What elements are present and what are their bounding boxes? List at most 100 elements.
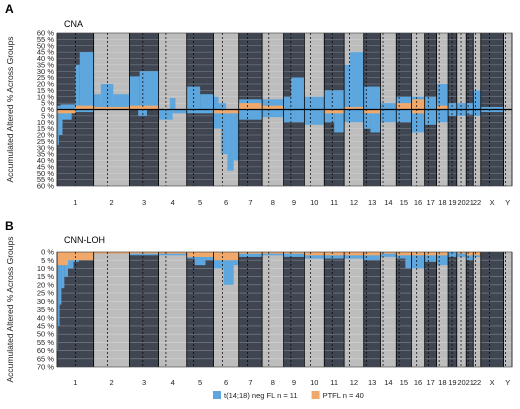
legend-label: PTFL n = 40 [323, 391, 364, 400]
gain-blue-bar [100, 84, 114, 110]
chromosome-band-14 [380, 252, 397, 367]
loh-orange-bar [424, 252, 437, 256]
loh-blue-bar [405, 252, 412, 269]
chromosome-band-5 [186, 252, 214, 367]
chromosome-label: 9 [292, 198, 296, 207]
loss-blue-bar [304, 109, 325, 125]
gain-orange-bar [93, 106, 130, 110]
cna-y-axis-label: Accumulated Altered % Across Groups [5, 37, 15, 183]
chromosome-band-17 [424, 252, 437, 367]
loh-blue-bar [424, 252, 437, 262]
loh-blue-bar [238, 252, 263, 257]
cna-y-tick-label: 60 % [37, 182, 54, 191]
panel-a-label: A [5, 2, 14, 16]
gain-orange-bar [436, 105, 449, 110]
loh-orange-bar [466, 252, 474, 256]
chromosome-label: Y [505, 198, 510, 207]
loh-orange-bar [363, 252, 381, 256]
cna-y-tick-label: 45 % [37, 48, 54, 57]
cna-y-tick-label: 35 % [37, 150, 54, 159]
gain-blue-bar [344, 64, 351, 110]
loss-orange-bar [324, 109, 345, 114]
loss-orange-bar [57, 109, 76, 114]
gain-blue-bar [290, 77, 305, 110]
chromosome-label: 15 [400, 378, 408, 387]
gain-orange-bar [262, 105, 284, 110]
chromosome-band-16 [411, 252, 425, 367]
gain-blue-bar [324, 90, 345, 110]
chromosome-band-X [480, 252, 504, 367]
gain-blue-bar [113, 94, 130, 110]
loh-orange-bar [283, 252, 305, 254]
cna-y-tick-label: 20 % [37, 131, 54, 140]
gain-orange-bar [75, 105, 94, 110]
cna-y-tick-label: 50 % [37, 169, 54, 178]
loh-y-tick-label: 10 % [37, 264, 54, 273]
cna-y-tick-label: 25 % [37, 73, 54, 82]
gain-blue-bar [93, 94, 101, 110]
loh-y-tick-label: 25 % [37, 289, 54, 298]
loss-blue-bar [172, 109, 187, 114]
loh-orange-bar [158, 252, 187, 254]
chromosome-label: X [490, 198, 495, 207]
chromosome-label: 14 [384, 378, 392, 387]
loss-orange-bar [213, 109, 239, 114]
cna-y-tick-label: 55 % [37, 175, 54, 184]
chromosome-label: 12 [350, 378, 358, 387]
loss-blue-bar [436, 109, 449, 123]
loh-orange-bar [262, 252, 284, 254]
loh-y-tick-label: 35 % [37, 305, 54, 314]
loh-orange-bar [129, 252, 159, 254]
cna-y-tick-label: 15 % [37, 86, 54, 95]
loh-orange-bar [324, 252, 345, 256]
loh-blue-bar [223, 252, 234, 285]
panel-a-title: CNA [64, 19, 83, 29]
chromosome-label: 11 [330, 378, 338, 387]
loh-blue-bar [456, 252, 467, 257]
loh-y-tick-label: 50 % [37, 330, 54, 339]
loh-orange-bar [67, 252, 94, 261]
chromosome-label: 19 [448, 198, 456, 207]
gain-blue-bar [79, 52, 94, 110]
loh-blue-bar [57, 252, 59, 351]
loh-blue-bar [194, 252, 206, 266]
loh-blue-bar [61, 252, 65, 289]
chromosome-label: 16 [414, 198, 422, 207]
cna-y-tick-label: 30 % [37, 143, 54, 152]
chromosome-label: 22 [473, 378, 481, 387]
chromosome-label: 1 [73, 198, 77, 207]
gain-orange-bar [238, 103, 263, 110]
loh-orange-bar [93, 252, 130, 254]
chromosome-label: 19 [448, 378, 456, 387]
cna-y-tick-label: 35 % [37, 60, 54, 69]
cna-y-tick-label: 40 % [37, 54, 54, 63]
chromosome-label: 18 [438, 378, 446, 387]
gain-orange-bar [396, 103, 412, 110]
gain-blue-bar [262, 99, 284, 110]
chromosome-label: 22 [473, 198, 481, 207]
loh-blue-bar [283, 252, 305, 257]
cna-y-tick-label: 25 % [37, 137, 54, 146]
loss-blue-bar [58, 109, 63, 135]
panel-b-title: CNN-LOH [64, 235, 105, 245]
cna-plot-frame [56, 32, 513, 187]
cna-plot: 60 %55 %50 %45 %40 %35 %30 %25 %20 %15 %… [5, 29, 513, 207]
gain-blue-bar [283, 96, 291, 110]
loh-blue-bar [411, 252, 425, 269]
loh-orange-bar [436, 252, 449, 256]
chromosome-band-2 [93, 252, 130, 367]
chromosome-band-12 [344, 252, 364, 367]
loss-blue-bar [370, 109, 381, 133]
loss-blue-bar [57, 109, 59, 146]
loss-blue-bar [238, 109, 263, 120]
chromosome-label: 3 [142, 378, 146, 387]
loh-blue-bar [363, 252, 381, 261]
gain-blue-bar [473, 90, 481, 110]
chromosome-band-10 [304, 252, 325, 367]
chromosome-band-15 [396, 252, 412, 367]
chromosome-label: 14 [384, 198, 392, 207]
chromosome-label: 18 [438, 198, 446, 207]
loh-blue-bar [448, 252, 457, 257]
loss-blue-bar [324, 109, 335, 123]
